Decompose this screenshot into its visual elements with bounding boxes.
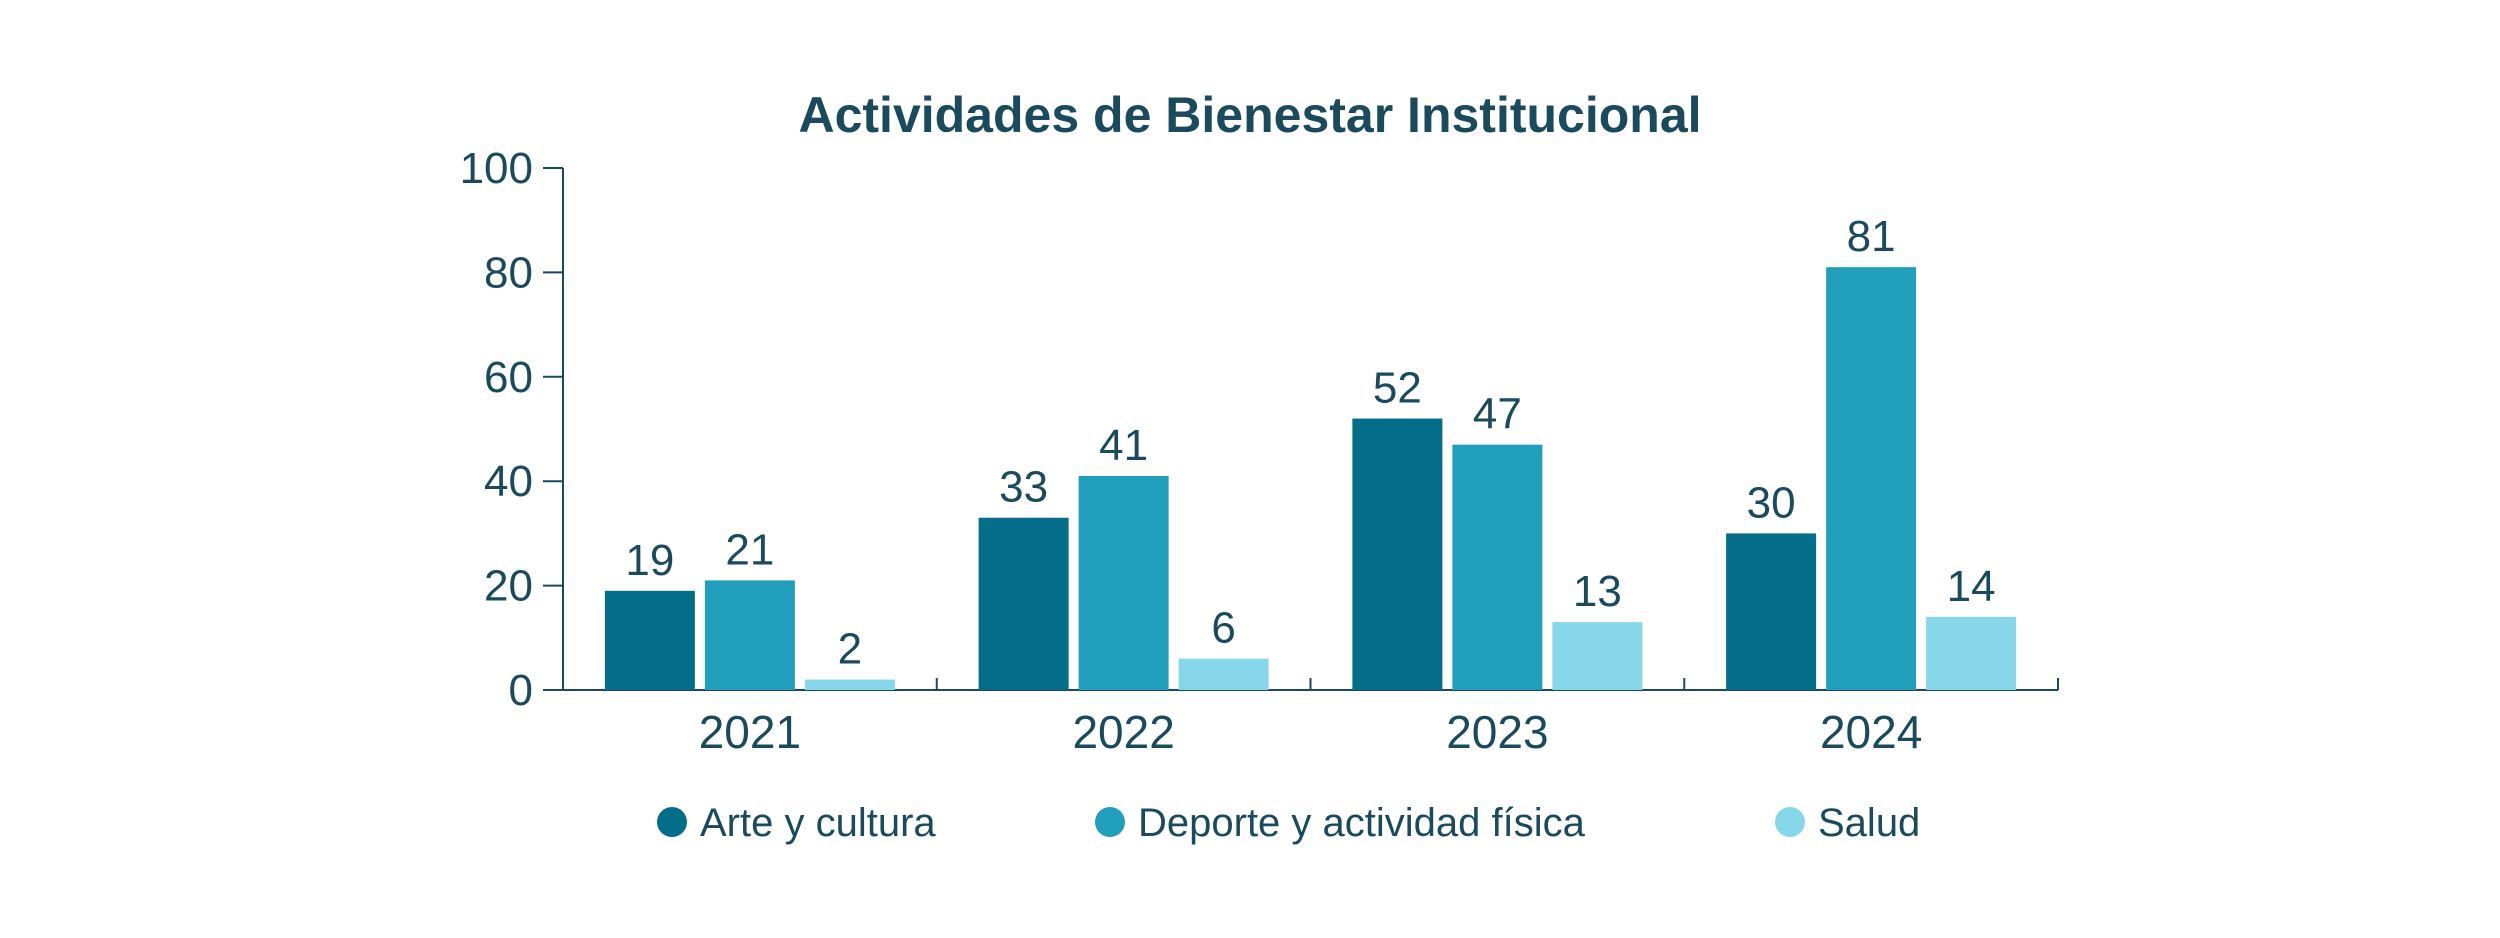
data-label: 52	[1373, 364, 1422, 413]
bar-2023-3	[1552, 622, 1643, 690]
data-label: 30	[1747, 478, 1796, 527]
legend-label: Deporte y actividad física	[1138, 801, 1586, 845]
bar-2021-2	[704, 580, 795, 690]
data-label: 13	[1573, 567, 1622, 616]
legend: Arte y cultura Deporte y actividad física…	[657, 801, 1920, 845]
x-tick-label: 2022	[1072, 706, 1174, 758]
axes: 0 20 40 60 80 100 2021 2022 2023 2024	[460, 144, 2059, 758]
legend-swatch	[1775, 807, 1805, 837]
bar-2022-2	[1078, 475, 1169, 690]
y-tick-label: 40	[484, 457, 533, 506]
data-label: 21	[725, 525, 774, 574]
chart-title: Actividades de Bienestar Institucional	[798, 87, 1701, 143]
x-tick-label: 2024	[1820, 706, 1922, 758]
data-label: 47	[1473, 390, 1522, 439]
x-tick-label: 2023	[1446, 706, 1548, 758]
data-label: 14	[1947, 562, 1996, 611]
bar-2024-3	[1926, 616, 2017, 690]
legend-swatch	[657, 807, 687, 837]
y-tick-label: 100	[460, 144, 533, 193]
y-tick-label: 80	[484, 248, 533, 297]
bar-2024-1	[1726, 533, 1817, 690]
legend-label: Salud	[1818, 801, 1920, 845]
data-label: 6	[1211, 604, 1235, 653]
y-tick-label: 0	[509, 666, 533, 715]
data-label: 81	[1847, 212, 1896, 261]
x-tick-label: 2021	[699, 706, 801, 758]
bar-2022-1	[978, 517, 1069, 690]
bar-2021-1	[604, 590, 695, 690]
data-label: 2	[838, 625, 862, 674]
legend-swatch	[1095, 807, 1125, 837]
legend-label: Arte y cultura	[700, 801, 936, 845]
bars	[604, 267, 2017, 690]
data-label: 19	[625, 536, 674, 585]
bar-2022-3	[1178, 658, 1269, 690]
data-label: 41	[1099, 421, 1148, 470]
bar-2023-2	[1452, 444, 1543, 690]
y-tick-label: 60	[484, 353, 533, 402]
bar-2024-2	[1826, 267, 1917, 690]
data-label: 33	[999, 463, 1048, 512]
bar-2023-1	[1352, 418, 1443, 690]
bar-2021-3	[804, 679, 895, 690]
y-tick-label: 20	[484, 562, 533, 611]
data-labels: 19 21 2 33 41 6 52 47 13 30 81 14	[625, 212, 1995, 673]
